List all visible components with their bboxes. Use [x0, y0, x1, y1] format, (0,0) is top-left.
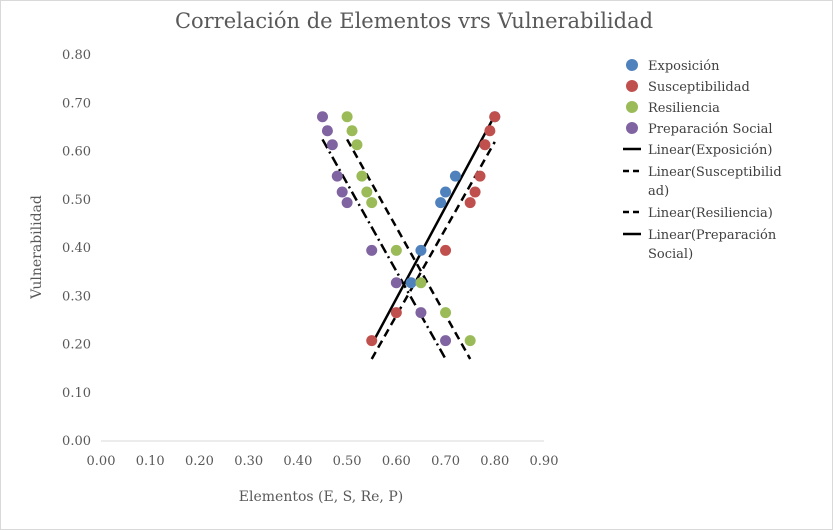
x-tick-label: 0.30: [234, 454, 263, 469]
data-point: [390, 277, 402, 289]
data-point: [469, 186, 481, 198]
y-axis-title: Vulnerabilidad: [29, 195, 45, 300]
x-tick-label: 0.40: [283, 454, 312, 469]
data-point: [449, 170, 461, 182]
legend-label: Linear(Susceptibilid: [648, 165, 782, 180]
data-point: [390, 307, 402, 319]
data-point: [415, 244, 427, 256]
y-tick-label: 0.20: [62, 338, 91, 353]
data-point: [489, 111, 501, 123]
legend-label: Preparación Social: [648, 122, 773, 137]
trendline: [346, 138, 472, 360]
x-tick-label: 0.20: [185, 454, 214, 469]
data-point: [361, 186, 373, 198]
legend-label: Linear(Preparación: [648, 228, 777, 243]
legend-marker: [626, 101, 638, 113]
data-point: [435, 197, 447, 209]
data-point: [440, 307, 452, 319]
data-point: [366, 197, 378, 209]
trendline: [321, 138, 447, 360]
data-point: [405, 277, 417, 289]
x-tick-label: 0.70: [431, 454, 460, 469]
data-point: [474, 170, 486, 182]
data-point: [440, 186, 452, 198]
legend-marker: [626, 59, 638, 71]
x-tick-label: 0.00: [87, 454, 116, 469]
data-point: [336, 186, 348, 198]
y-tick-label: 0.80: [62, 48, 91, 63]
x-tick-label: 0.10: [136, 454, 165, 469]
trendline: [370, 141, 496, 360]
x-tick-label: 0.80: [480, 454, 509, 469]
x-axis-title: Elementos (E, S, Re, P): [239, 489, 403, 505]
data-point: [415, 277, 427, 289]
legend-marker: [626, 122, 638, 134]
data-point: [321, 125, 333, 137]
legend: Exposición Susceptibilidad Resiliencia Prep…: [623, 59, 782, 262]
legend-label: Resiliencia: [648, 101, 720, 116]
y-tick-label: 0.40: [62, 241, 91, 256]
data-point: [351, 139, 363, 151]
y-tick-label: 0.60: [62, 145, 91, 160]
data-point: [415, 307, 427, 319]
data-point: [366, 244, 378, 256]
chart-title: Correlación de Elementos vrs Vulnerabili…: [175, 9, 653, 33]
legend-label: Linear(Resiliencia): [648, 206, 773, 221]
y-tick-label: 0.30: [62, 289, 91, 304]
legend-label: Linear(Exposición): [648, 143, 772, 158]
x-tick-label: 0.90: [530, 454, 559, 469]
data-point: [326, 139, 338, 151]
data-point: [331, 170, 343, 182]
x-tick-label: 0.60: [382, 454, 411, 469]
data-point: [341, 111, 353, 123]
data-point: [464, 197, 476, 209]
data-point: [440, 335, 452, 347]
data-point: [479, 139, 491, 151]
legend-label: Exposición: [648, 59, 720, 74]
data-point: [341, 197, 353, 209]
data-point: [317, 111, 328, 123]
y-tick-label: 0.00: [62, 434, 91, 449]
data-point: [390, 244, 402, 256]
plot-area: 0.00 0.10 0.20 0.30 0.40 0.50 0.60 0.70 0.80 0.00…: [62, 48, 558, 469]
trendline: [370, 114, 496, 346]
legend-label: Social): [648, 247, 693, 262]
data-point: [356, 170, 368, 182]
data-point: [366, 335, 378, 347]
data-point: [440, 244, 452, 256]
y-tick-label: 0.10: [62, 386, 91, 401]
legend-label: Susceptibilidad: [648, 80, 750, 95]
data-point: [484, 125, 496, 137]
x-tick-label: 0.50: [333, 454, 362, 469]
y-tick-label: 0.50: [62, 193, 91, 208]
y-tick-label: 0.70: [62, 96, 91, 111]
legend-marker: [626, 80, 638, 92]
data-point: [464, 335, 476, 347]
legend-label: ad): [648, 184, 669, 199]
data-point: [346, 125, 358, 137]
